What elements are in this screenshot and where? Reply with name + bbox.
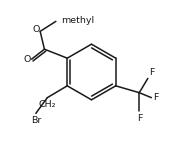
Text: O: O: [33, 25, 40, 34]
Text: F: F: [153, 93, 158, 102]
Text: F: F: [137, 114, 142, 123]
Text: CH₂: CH₂: [38, 100, 56, 109]
Text: F: F: [149, 68, 154, 77]
Text: Br: Br: [31, 116, 41, 125]
Text: O: O: [24, 55, 31, 64]
Text: methyl: methyl: [61, 16, 94, 25]
